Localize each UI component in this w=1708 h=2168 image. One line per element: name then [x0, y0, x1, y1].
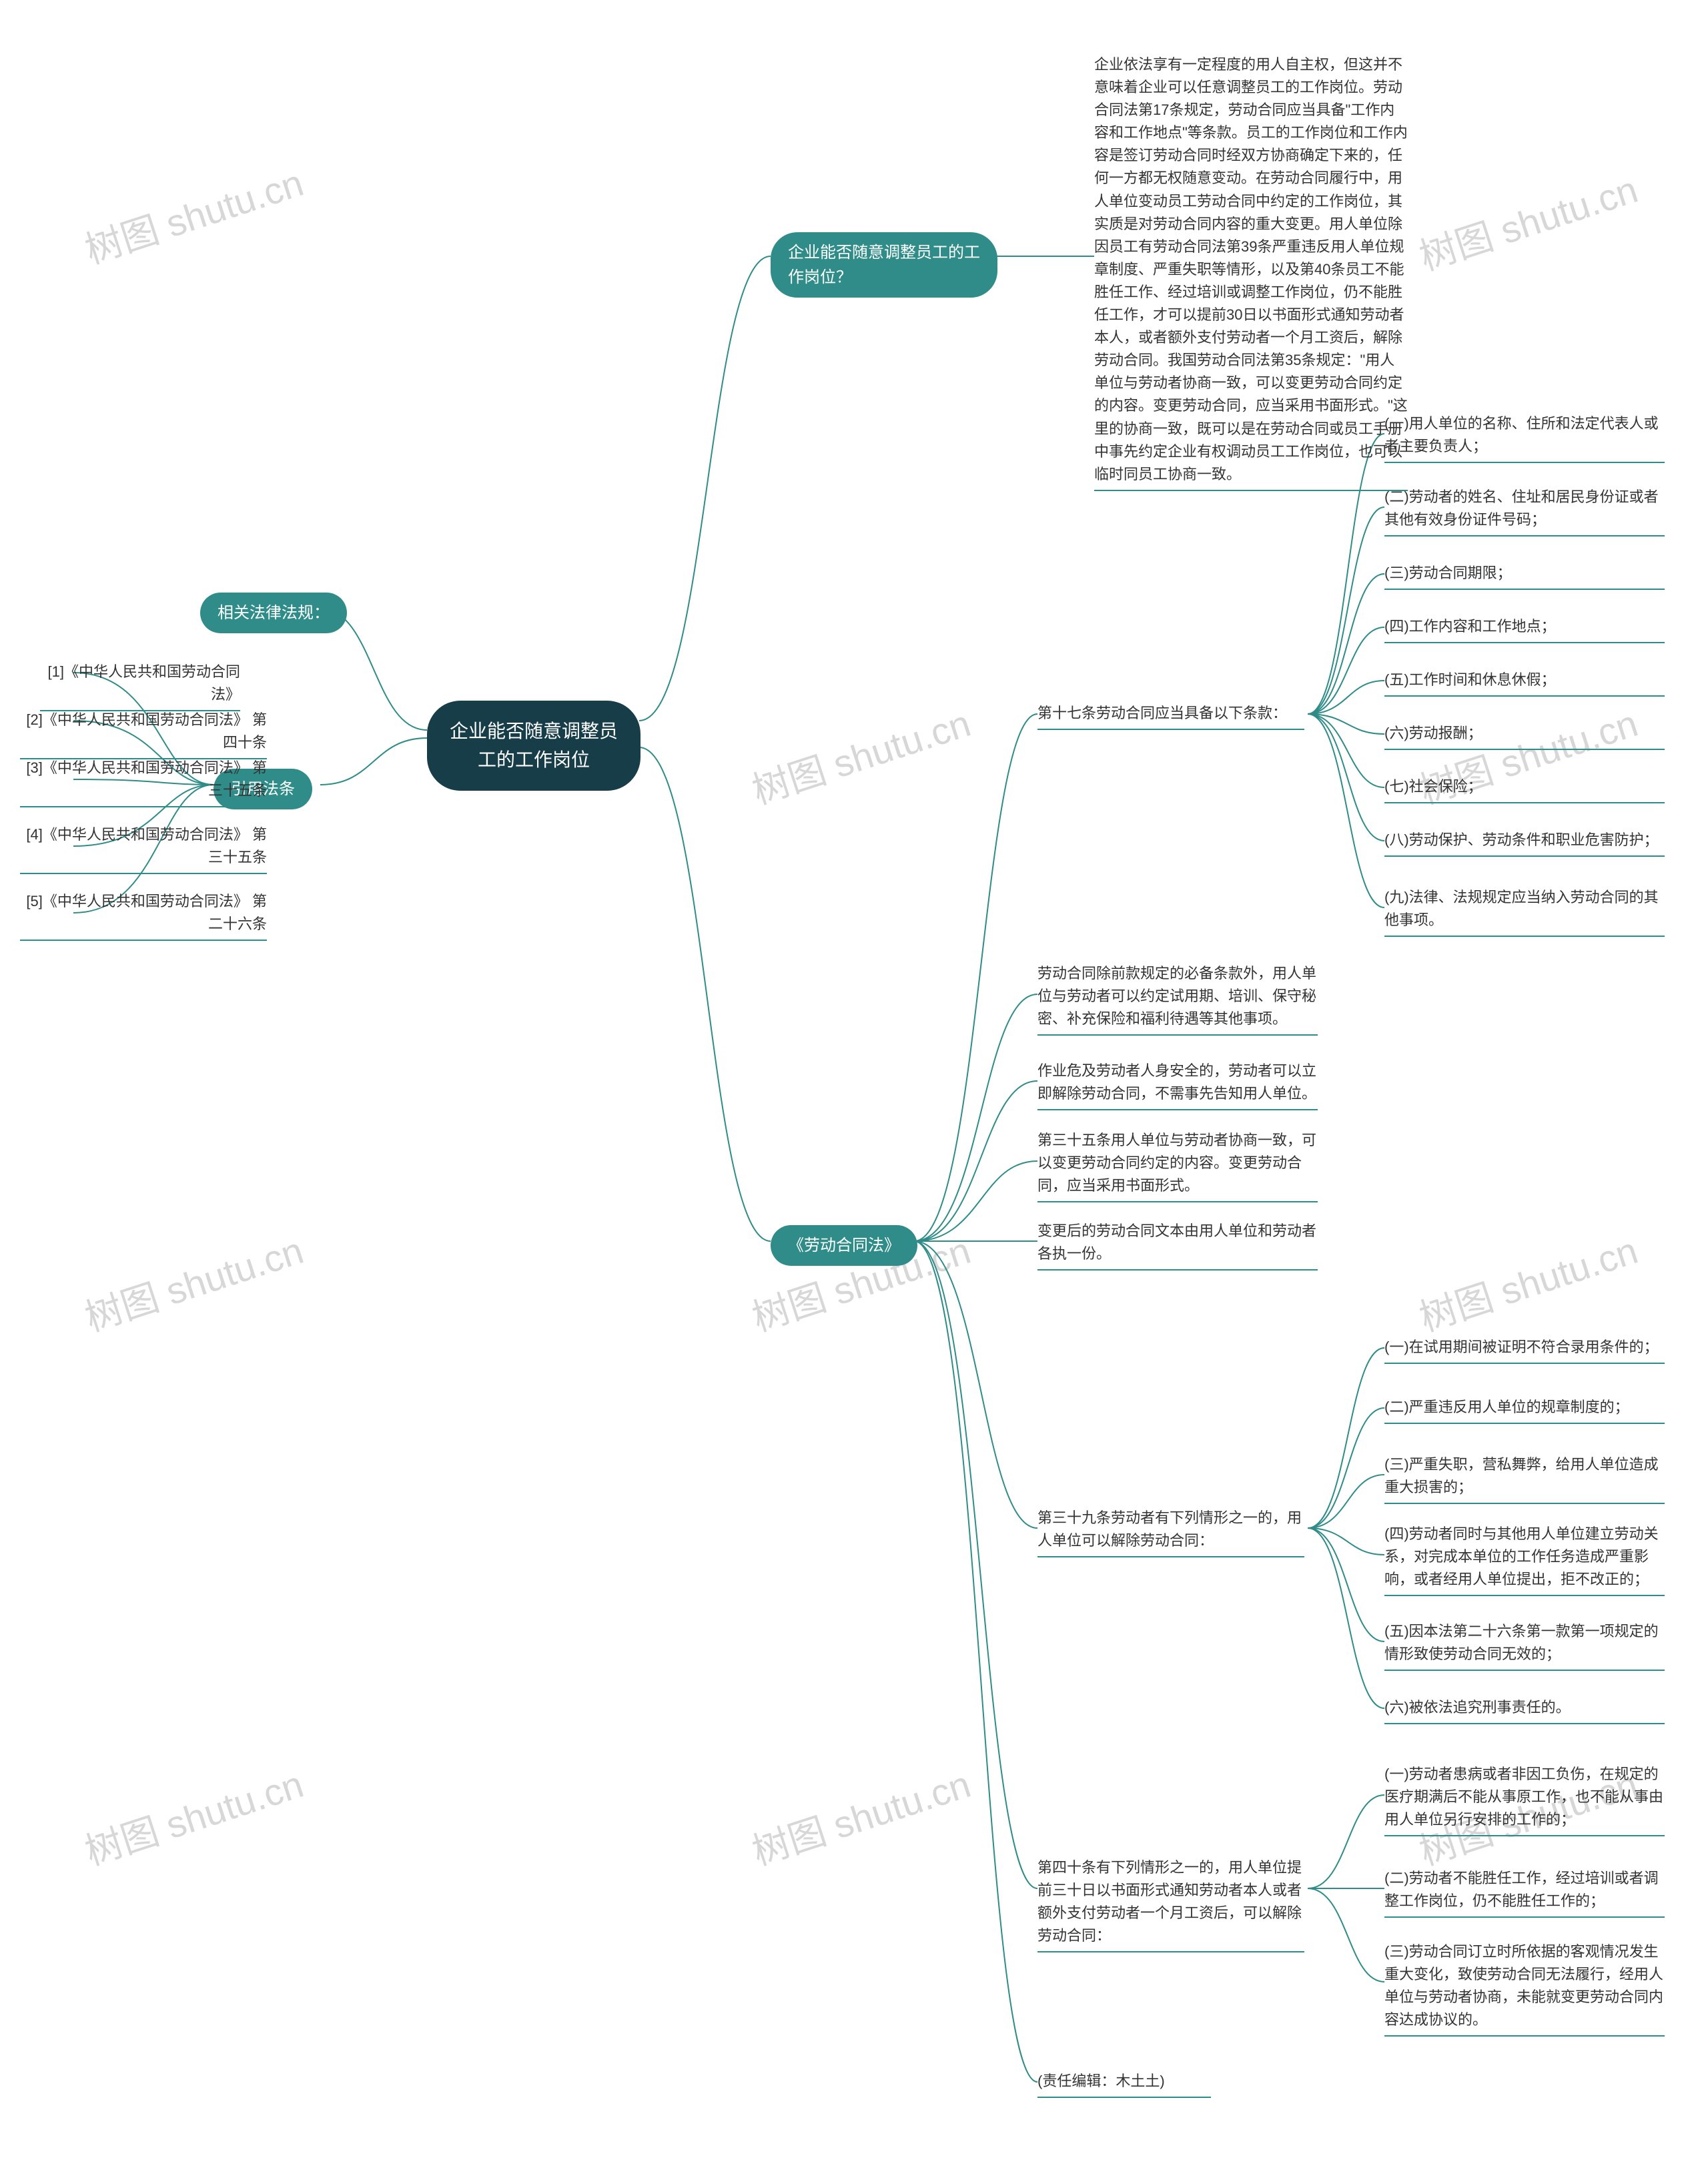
watermark: 树图 shutu.cn	[1412, 160, 1644, 282]
question-text: 企业依法享有一定程度的用人自主权，但这并不意味着企业可以任意调整员工的工作岗位。…	[1094, 53, 1408, 491]
editor-note: (责任编辑：木土土)	[1037, 2070, 1211, 2098]
law-para-b: 作业危及劳动者人身安全的，劳动者可以立即解除劳动合同，不需事先告知用人单位。	[1037, 1060, 1318, 1110]
art40-item: (三)劳动合同订立时所依据的客观情况发生重大变化，致使劳动合同无法履行，经用人单…	[1384, 1940, 1665, 2037]
art17-item: (二)劳动者的姓名、住址和居民身份证或者其他有效身份证件号码；	[1384, 486, 1665, 536]
art39-header: 第三十九条劳动者有下列情形之一的，用人单位可以解除劳动合同：	[1037, 1507, 1304, 1557]
root-node[interactable]: 企业能否随意调整员工的工作岗位	[427, 701, 640, 791]
law-para-d: 变更后的劳动合同文本由用人单位和劳动者各执一份。	[1037, 1220, 1318, 1271]
watermark: 树图 shutu.cn	[77, 1221, 310, 1343]
art17-item: (七)社会保险；	[1384, 775, 1665, 803]
watermark: 树图 shutu.cn	[1412, 1221, 1644, 1343]
art39-item: (三)严重失职，营私舞弊，给用人单位造成重大损害的；	[1384, 1453, 1665, 1504]
cited-law-item: [2]《中华人民共和国劳动合同法》 第四十条	[20, 709, 267, 759]
watermark: 树图 shutu.cn	[745, 1755, 977, 1876]
art39-item: (一)在试用期间被证明不符合录用条件的；	[1384, 1336, 1665, 1364]
watermark: 树图 shutu.cn	[77, 153, 310, 275]
art39-item: (五)因本法第二十六条第一款第一项规定的情形致使劳动合同无效的；	[1384, 1620, 1665, 1671]
branch-question[interactable]: 企业能否随意调整员工的工作岗位？	[771, 232, 997, 298]
cited-law-item: [5]《中华人民共和国劳动合同法》 第二十六条	[20, 890, 267, 941]
mindmap-canvas: 树图 shutu.cn 树图 shutu.cn 树图 shutu.cn 树图 s…	[0, 0, 1708, 2168]
branch-label: 企业能否随意调整员工的工作岗位？	[788, 244, 980, 286]
edge-layer	[0, 0, 1708, 2168]
art40-header: 第四十条有下列情形之一的，用人单位提前三十日以书面形式通知劳动者本人或者额外支付…	[1037, 1856, 1304, 1952]
watermark: 树图 shutu.cn	[77, 1755, 310, 1876]
art40-item: (二)劳动者不能胜任工作，经过培训或者调整工作岗位，仍不能胜任工作的；	[1384, 1867, 1665, 1918]
art39-item: (二)严重违反用人单位的规章制度的；	[1384, 1396, 1665, 1424]
branch-label: 相关法律法规：	[218, 604, 330, 622]
art17-item: (八)劳动保护、劳动条件和职业危害防护；	[1384, 829, 1665, 857]
art40-item: (一)劳动者患病或者非因工负伤，在规定的医疗期满后不能从事原工作，也不能从事由用…	[1384, 1763, 1665, 1836]
law-para-a: 劳动合同除前款规定的必备条款外，用人单位与劳动者可以约定试用期、培训、保守秘密、…	[1037, 962, 1318, 1036]
branch-label: 《劳动合同法》	[788, 1236, 900, 1254]
cited-law-item: [4]《中华人民共和国劳动合同法》 第三十五条	[20, 823, 267, 874]
art17-item: (九)法律、法规规定应当纳入劳动合同的其他事项。	[1384, 886, 1665, 937]
branch-related-regs[interactable]: 相关法律法规：	[200, 593, 347, 633]
art17-item: (六)劳动报酬；	[1384, 722, 1665, 750]
art17-item: (一)用人单位的名称、住所和法定代表人或者主要负责人；	[1384, 412, 1665, 463]
law-para-c: 第三十五条用人单位与劳动者协商一致，可以变更劳动合同约定的内容。变更劳动合同，应…	[1037, 1129, 1318, 1202]
art17-item: (四)工作内容和工作地点；	[1384, 615, 1665, 643]
watermark: 树图 shutu.cn	[745, 694, 977, 815]
art39-item: (六)被依法追究刑事责任的。	[1384, 1696, 1665, 1724]
art17-header: 第十七条劳动合同应当具备以下条款：	[1037, 702, 1304, 730]
art39-item: (四)劳动者同时与其他用人单位建立劳动关系，对完成本单位的工作任务造成严重影响，…	[1384, 1523, 1665, 1596]
branch-labor-law[interactable]: 《劳动合同法》	[771, 1225, 917, 1266]
art17-item: (三)劳动合同期限；	[1384, 562, 1665, 590]
art17-item: (五)工作时间和休息休假；	[1384, 669, 1665, 697]
cited-law-item: [1]《中华人民共和国劳动合同法》	[40, 661, 240, 711]
root-label: 企业能否随意调整员工的工作岗位	[450, 721, 618, 770]
cited-law-item: [3]《中华人民共和国劳动合同法》 第三十五条	[20, 757, 267, 807]
